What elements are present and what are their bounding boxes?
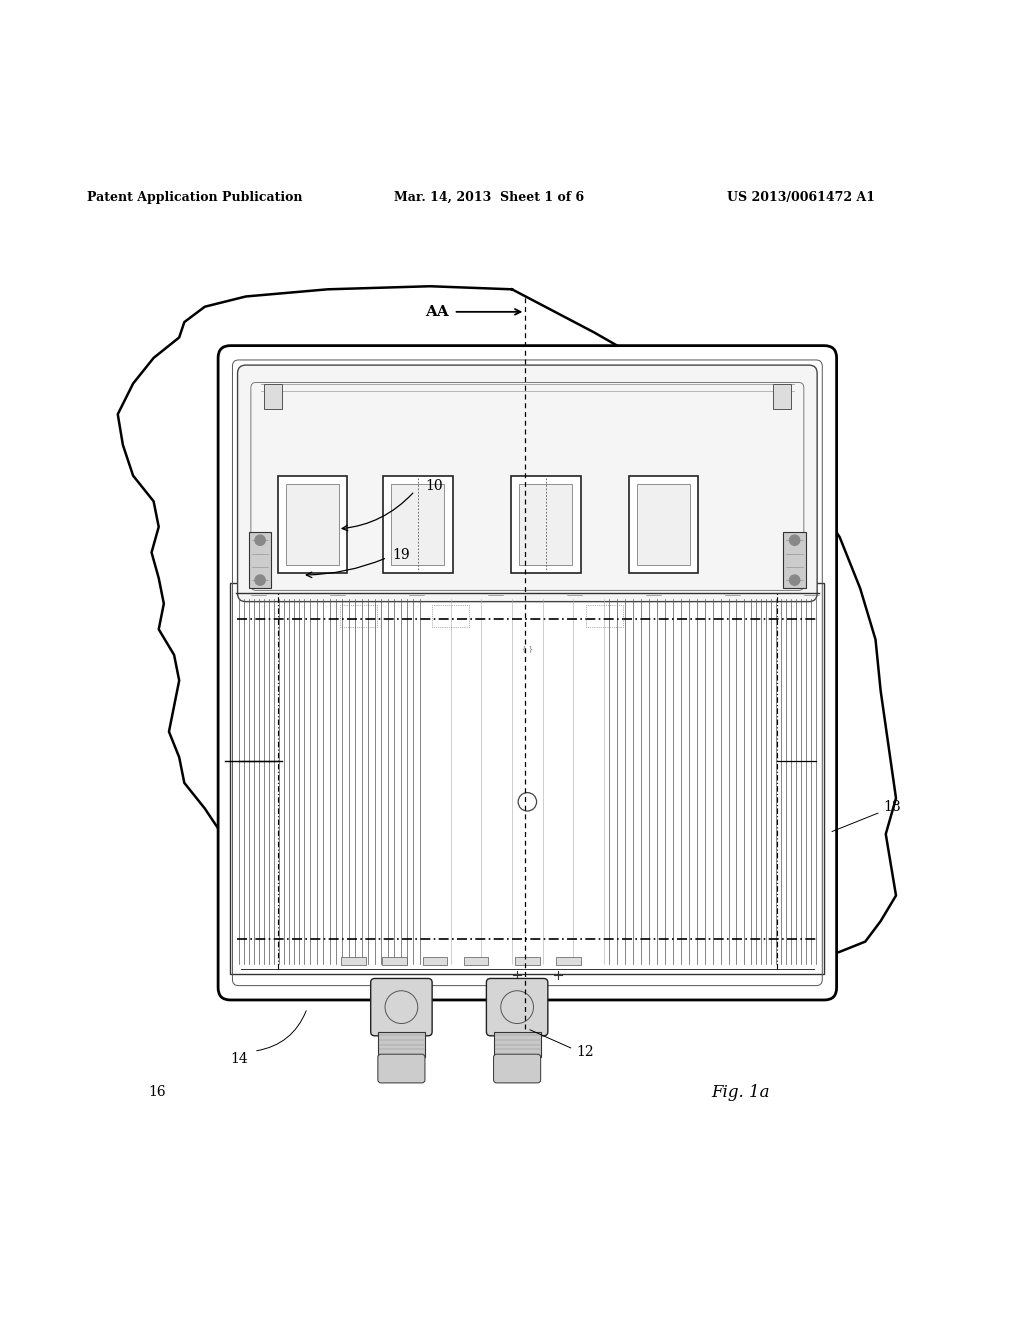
Bar [494, 1032, 541, 1057]
Text: 12: 12 [577, 1045, 594, 1059]
Bar [464, 957, 488, 965]
Text: AA: AA [425, 305, 449, 319]
Bar [278, 475, 347, 573]
Bar [383, 475, 453, 573]
Bar [515, 957, 540, 965]
Text: US 2013/0061472 A1: US 2013/0061472 A1 [727, 190, 876, 203]
Text: Fig. 1a: Fig. 1a [712, 1084, 770, 1101]
Bar [637, 484, 690, 565]
Bar [341, 957, 366, 965]
Text: Mar. 14, 2013  Sheet 1 of 6: Mar. 14, 2013 Sheet 1 of 6 [394, 190, 585, 203]
Bar [382, 957, 407, 965]
FancyBboxPatch shape [218, 346, 837, 1001]
FancyBboxPatch shape [238, 366, 817, 602]
Bar [286, 484, 339, 565]
Circle shape [255, 576, 265, 585]
Bar [264, 384, 282, 409]
Text: 18: 18 [884, 800, 901, 814]
Bar [783, 532, 806, 589]
Text: 14: 14 [230, 1052, 248, 1067]
Bar [773, 384, 791, 409]
FancyBboxPatch shape [486, 978, 548, 1036]
Text: 16: 16 [148, 1085, 166, 1100]
Bar [249, 532, 271, 589]
Bar [432, 605, 469, 627]
FancyBboxPatch shape [378, 1055, 425, 1082]
Bar [391, 484, 444, 565]
Bar [378, 1032, 425, 1057]
Circle shape [790, 576, 800, 585]
Circle shape [255, 535, 265, 545]
Bar [340, 605, 377, 627]
Text: Patent Application Publication: Patent Application Publication [87, 190, 302, 203]
FancyBboxPatch shape [494, 1055, 541, 1082]
Bar [423, 957, 447, 965]
Bar [629, 475, 698, 573]
Text: 19: 19 [392, 548, 410, 561]
Text: 10: 10 [425, 479, 442, 492]
Bar [511, 475, 581, 573]
Bar [230, 583, 824, 974]
Bar [556, 957, 581, 965]
Bar [519, 484, 572, 565]
Bar [586, 605, 623, 627]
Circle shape [790, 535, 800, 545]
Text: { }: { } [522, 645, 532, 653]
FancyBboxPatch shape [371, 978, 432, 1036]
